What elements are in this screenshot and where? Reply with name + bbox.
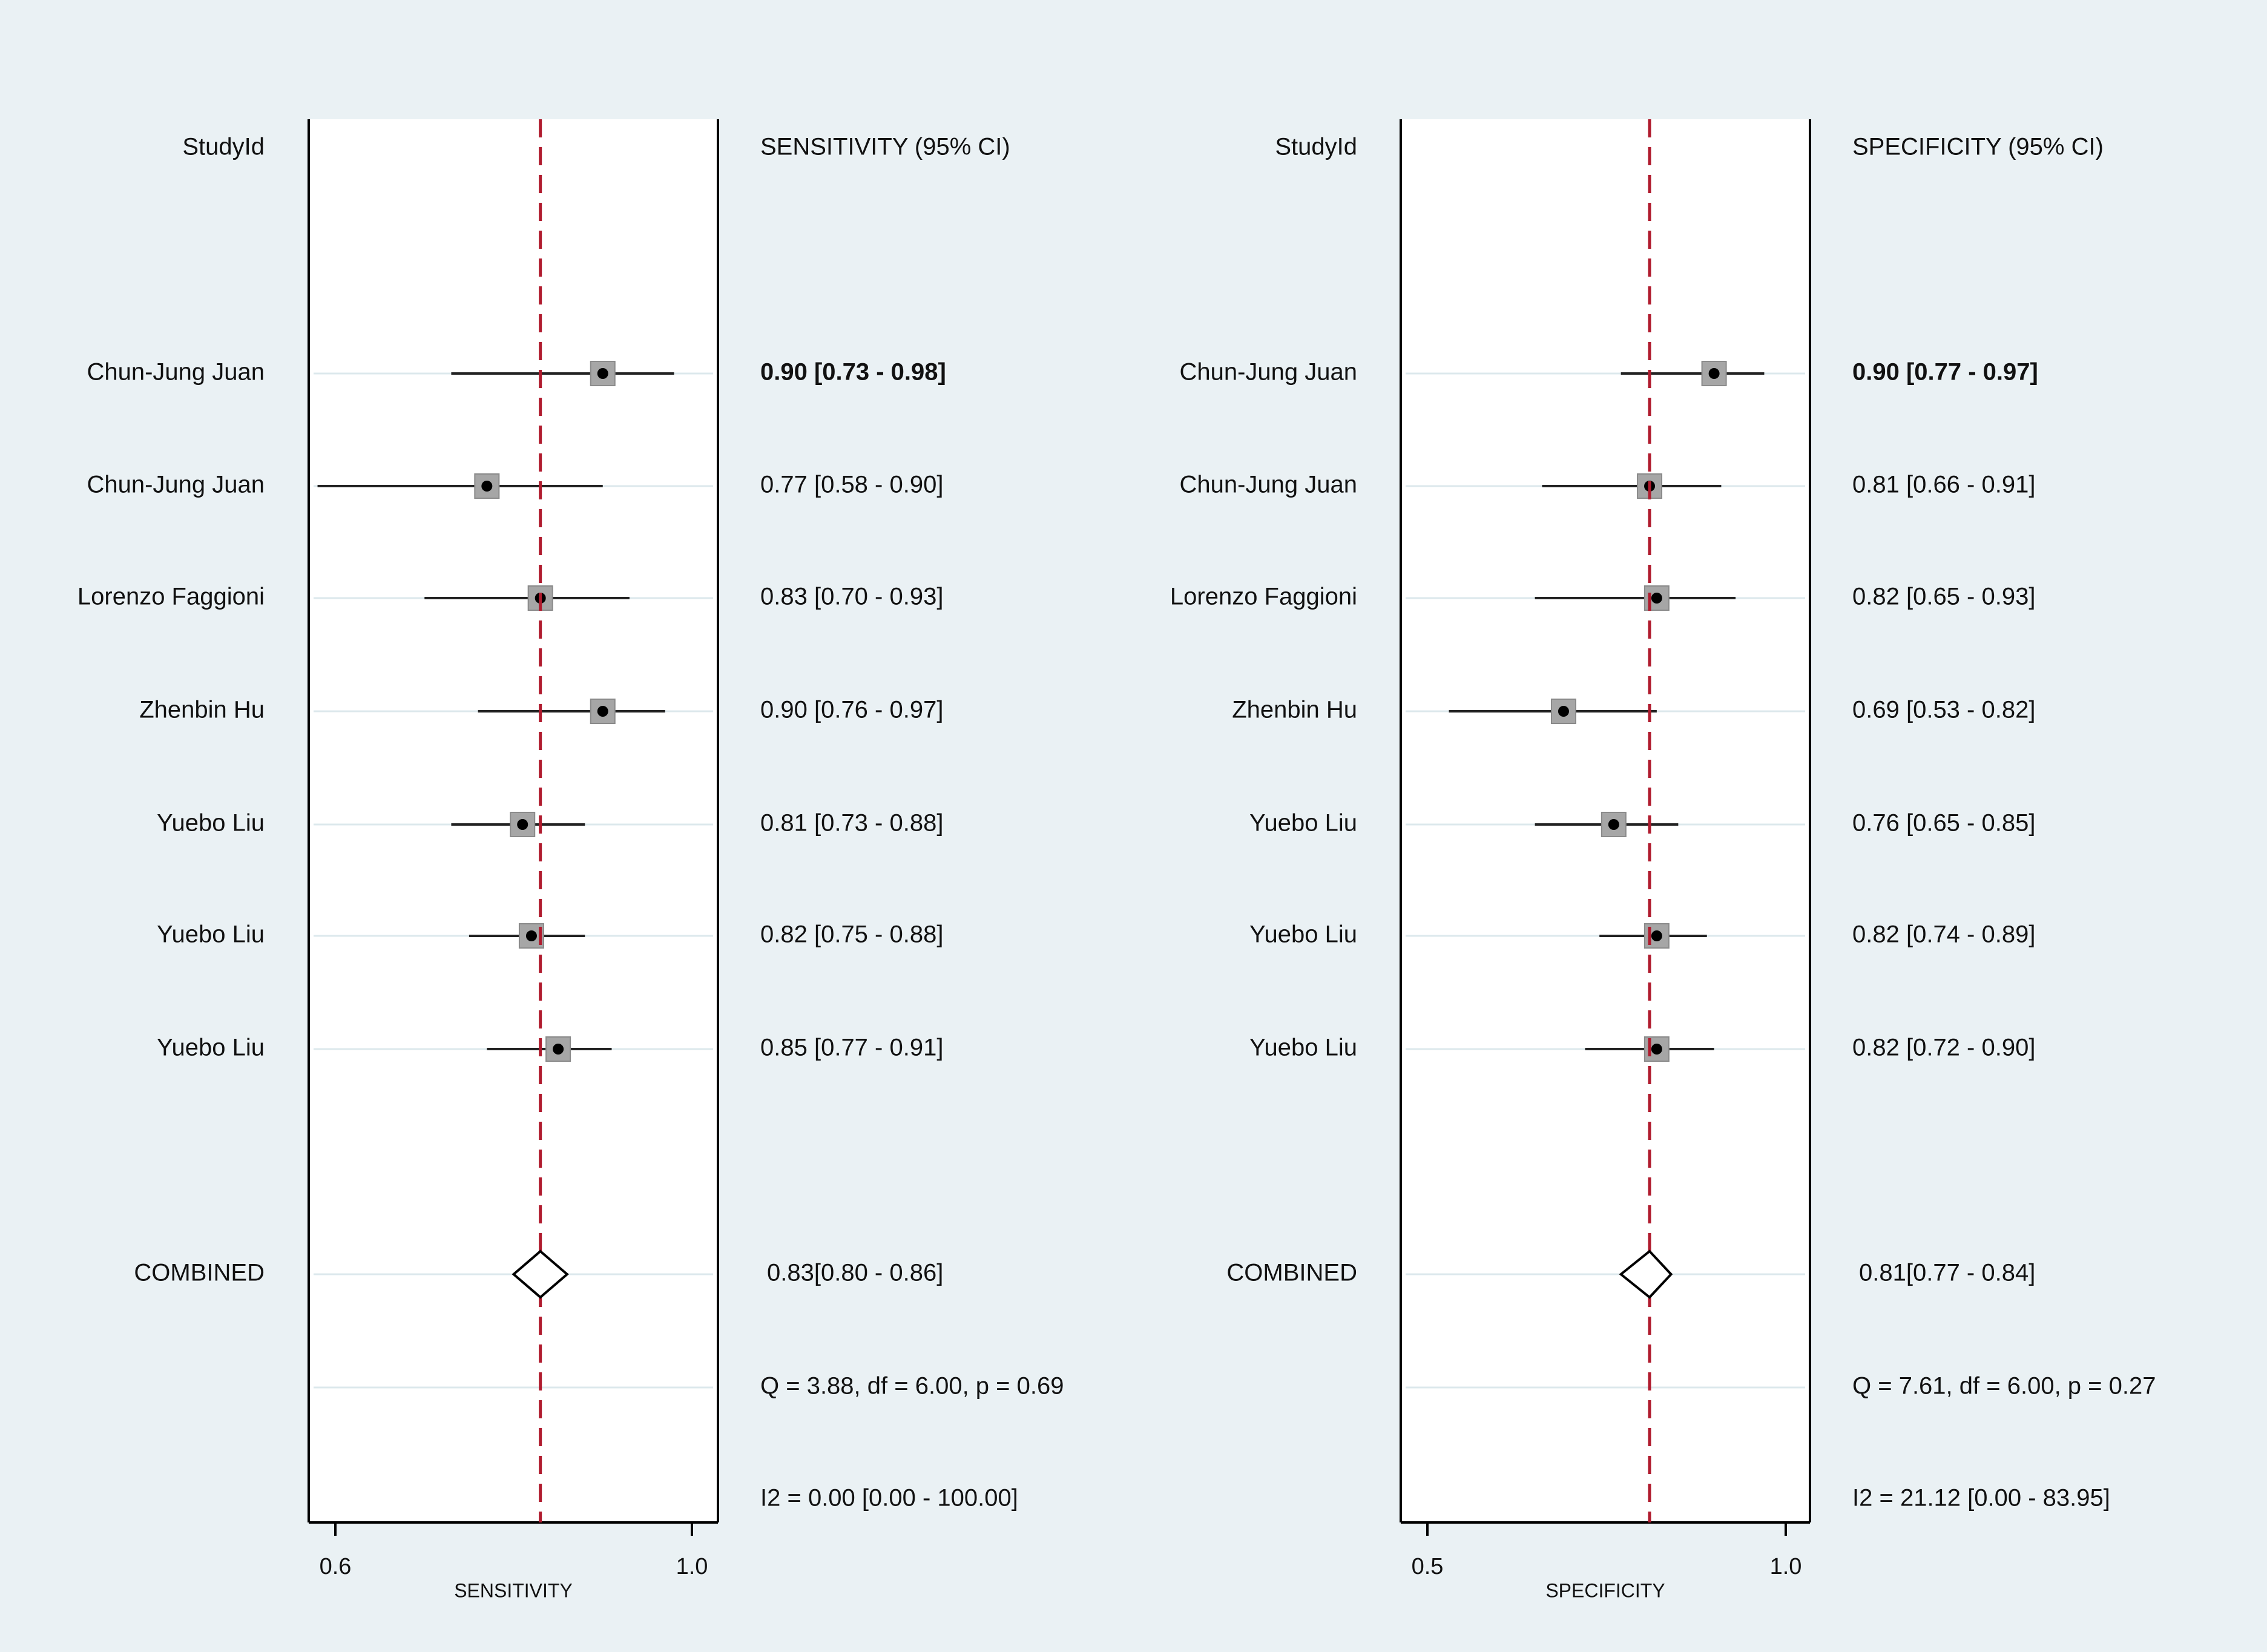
x-tick-label: 0.6 [320, 1554, 352, 1579]
i2-label: I2 = 0.00 [0.00 - 100.00] [760, 1485, 1018, 1512]
study-label: Chun-Jung Juan [1179, 472, 1357, 498]
study-estimate-label: 0.69 [0.53 - 0.82] [1852, 697, 2035, 723]
study-estimate-label: 0.76 [0.65 - 0.85] [1852, 810, 2035, 837]
study-estimate-label: 0.82 [0.72 - 0.90] [1852, 1035, 2035, 1061]
study-column-header: StudyId [182, 134, 265, 160]
heterogeneity-q-label: Q = 7.61, df = 6.00, p = 0.27 [1852, 1373, 2156, 1400]
study-estimate-label: 0.82 [0.75 - 0.88] [760, 921, 943, 948]
combined-estimate-label: 0.83[0.80 - 0.86] [767, 1260, 943, 1286]
study-label: Chun-Jung Juan [87, 472, 265, 498]
forest-panel-sensitivity: 0.6 1.0 SENSITIVITY StudyId SENSITIVITY (95%… [77, 119, 1064, 1601]
study-weight-box [1601, 812, 1627, 837]
study-label: Zhenbin Hu [139, 697, 265, 723]
study-label: Chun-Jung Juan [87, 359, 265, 386]
x-tick-label: 0.5 [1412, 1554, 1444, 1579]
combined-estimate-label: 0.81[0.77 - 0.84] [1859, 1260, 2035, 1286]
combined-diamond [1619, 1249, 1673, 1299]
combined-label: COMBINED [134, 1260, 265, 1286]
estimate-column-header: SPECIFICITY (95% CI) [1852, 134, 2104, 160]
heterogeneity-q-label: Q = 3.88, df = 6.00, p = 0.69 [760, 1373, 1064, 1400]
x-tick-label: 1.0 [1770, 1554, 1802, 1579]
study-estimate-label: 0.81 [0.73 - 0.88] [760, 810, 943, 837]
study-label: Yuebo Liu [157, 921, 265, 948]
study-label: Zhenbin Hu [1232, 697, 1357, 723]
point-estimate-dot [1608, 819, 1619, 830]
x-tick-label: 1.0 [676, 1554, 708, 1579]
combined-diamond [512, 1249, 569, 1299]
point-estimate-dot [481, 481, 493, 492]
point-estimate-dot [553, 1044, 564, 1055]
study-label: Yuebo Liu [1249, 921, 1357, 948]
study-estimate-label: 0.82 [0.74 - 0.89] [1852, 921, 2035, 948]
i2-label: I2 = 21.12 [0.00 - 83.95] [1852, 1485, 2110, 1512]
study-label: Yuebo Liu [157, 810, 265, 837]
forest-panel-specificity: 0.5 1.0 SPECIFICITY StudyId SPECIFICITY (95%… [1170, 119, 2156, 1601]
study-weight-box [510, 812, 536, 837]
point-estimate-dot [525, 930, 537, 941]
point-estimate-dot [1558, 706, 1569, 717]
study-column-header: StudyId [1275, 134, 1357, 160]
study-estimate-label: 0.90 [0.73 - 0.98] [760, 359, 946, 386]
study-estimate-label: 0.90 [0.76 - 0.97] [760, 697, 943, 723]
study-estimate-label: 0.83 [0.70 - 0.93] [760, 584, 943, 610]
x-axis-label: SENSITIVITY [454, 1579, 573, 1601]
point-estimate-dot [1651, 593, 1662, 604]
study-label: Yuebo Liu [157, 1035, 265, 1061]
study-estimate-label: 0.82 [0.65 - 0.93] [1852, 584, 2035, 610]
study-label: Lorenzo Faggioni [77, 584, 265, 610]
study-label: Yuebo Liu [1249, 1035, 1357, 1061]
study-estimate-label: 0.90 [0.77 - 0.97] [1852, 359, 2038, 386]
estimate-column-header: SENSITIVITY (95% CI) [760, 134, 1010, 160]
point-estimate-dot [1651, 930, 1662, 941]
study-label: Yuebo Liu [1249, 810, 1357, 837]
point-estimate-dot [1708, 368, 1720, 379]
point-estimate-dot [517, 819, 528, 830]
study-estimate-label: 0.85 [0.77 - 0.91] [760, 1035, 943, 1061]
point-estimate-dot [597, 368, 608, 379]
point-estimate-dot [1651, 1044, 1662, 1055]
study-weight-box [545, 1036, 571, 1062]
combined-label: COMBINED [1226, 1260, 1357, 1286]
x-axis-label: SPECIFICITY [1545, 1579, 1665, 1601]
study-estimate-label: 0.77 [0.58 - 0.90] [760, 472, 943, 498]
study-estimate-label: 0.81 [0.66 - 0.91] [1852, 472, 2035, 498]
point-estimate-dot [597, 706, 608, 717]
study-label: Lorenzo Faggioni [1170, 584, 1357, 610]
study-label: Chun-Jung Juan [1179, 359, 1357, 386]
